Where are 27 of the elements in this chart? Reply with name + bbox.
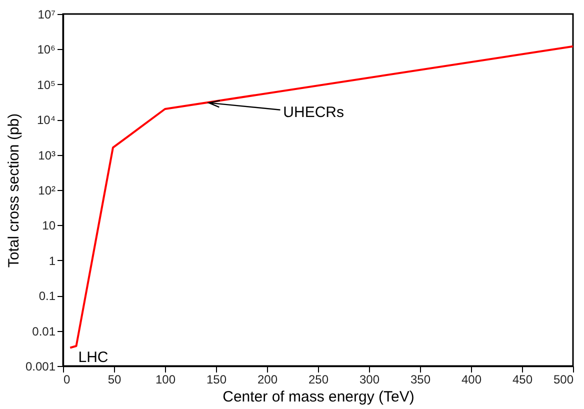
y-tick-label: 10² [38,184,56,198]
x-tick-label: 50 [108,372,122,386]
x-tick-label: 0 [64,372,70,386]
y-tick-label: 10 [42,218,56,233]
y-tick-label: 0.1 [38,289,56,304]
y-axis-title: Total cross section (pb) [5,113,22,268]
y-tick-label: 10⁷ [38,8,56,22]
y-tick-label: 10⁶ [37,42,56,57]
x-tick-label: 150 [206,372,227,386]
y-tick-label: 10³ [38,148,56,162]
x-tick-label: 300 [359,372,380,386]
y-tick-label: 0.01 [32,324,56,338]
y-tick-label: 10⁴ [36,113,56,128]
y-tick-label: 10⁵ [37,78,56,92]
y-tick-label: 0.001 [25,360,56,374]
x-tick-label: 450 [512,372,533,386]
x-tick-label: 100 [155,372,176,386]
x-tick-label: 200 [257,372,278,386]
x-tick-label: 250 [308,372,329,386]
x-tick-label: 500 [553,372,574,386]
x-tick-label: 350 [410,372,431,386]
x-axis-title: Center of mass energy (TeV) [222,388,414,406]
x-tick-label: 400 [461,372,482,386]
line-series [69,45,574,349]
y-tick-label: 1 [48,254,56,268]
annotation: UHECRs [283,104,344,122]
annotation: LHC [78,349,108,366]
